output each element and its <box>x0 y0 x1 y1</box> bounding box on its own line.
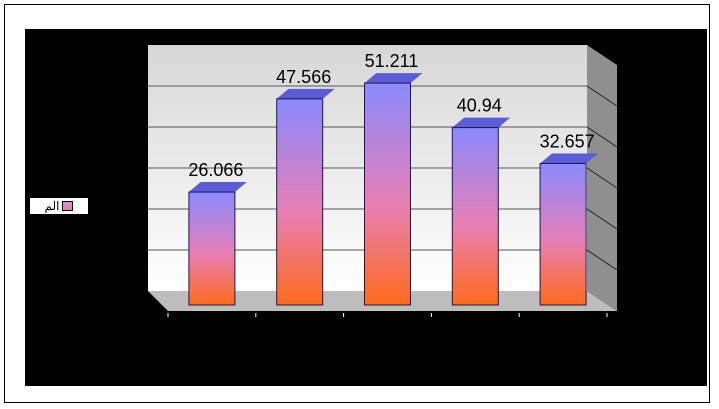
data-label-2: 47.566 <box>276 67 331 87</box>
chart-bars <box>188 73 599 306</box>
bar-top <box>540 153 599 164</box>
bar-front <box>276 98 324 306</box>
legend-swatch-icon <box>62 201 74 211</box>
data-label-5: 32.657 <box>540 131 595 151</box>
bar-front <box>539 162 587 306</box>
chart-legend: الم <box>29 197 89 215</box>
chart-frame: 26.066 47.566 51.211 40.94 32.657 الم <box>4 4 710 403</box>
bar-front <box>451 127 499 306</box>
bar-front <box>364 82 411 306</box>
bar-3 <box>364 73 423 306</box>
chart-svg: 26.066 47.566 51.211 40.94 32.657 <box>25 29 707 386</box>
data-label-3: 51.211 <box>365 51 419 71</box>
bar-top <box>188 182 247 193</box>
side-gridline <box>586 85 618 107</box>
data-label-1: 26.066 <box>188 160 243 180</box>
bar-4 <box>451 117 511 306</box>
side-gridline <box>586 249 618 271</box>
bar-top <box>276 88 335 99</box>
bar-top <box>452 117 511 128</box>
side-gridline <box>586 167 618 189</box>
chart-data-labels: 26.066 47.566 51.211 40.94 32.657 <box>188 51 594 180</box>
bar-5 <box>539 153 599 306</box>
legend-entry-label: الم <box>44 199 60 213</box>
side-gridline <box>586 126 618 148</box>
bar-top <box>364 73 423 84</box>
side-gridline <box>586 208 618 230</box>
bar-1 <box>188 182 247 306</box>
data-label-4: 40.94 <box>457 96 502 116</box>
bar-front <box>188 191 236 306</box>
bar-2 <box>276 88 335 306</box>
